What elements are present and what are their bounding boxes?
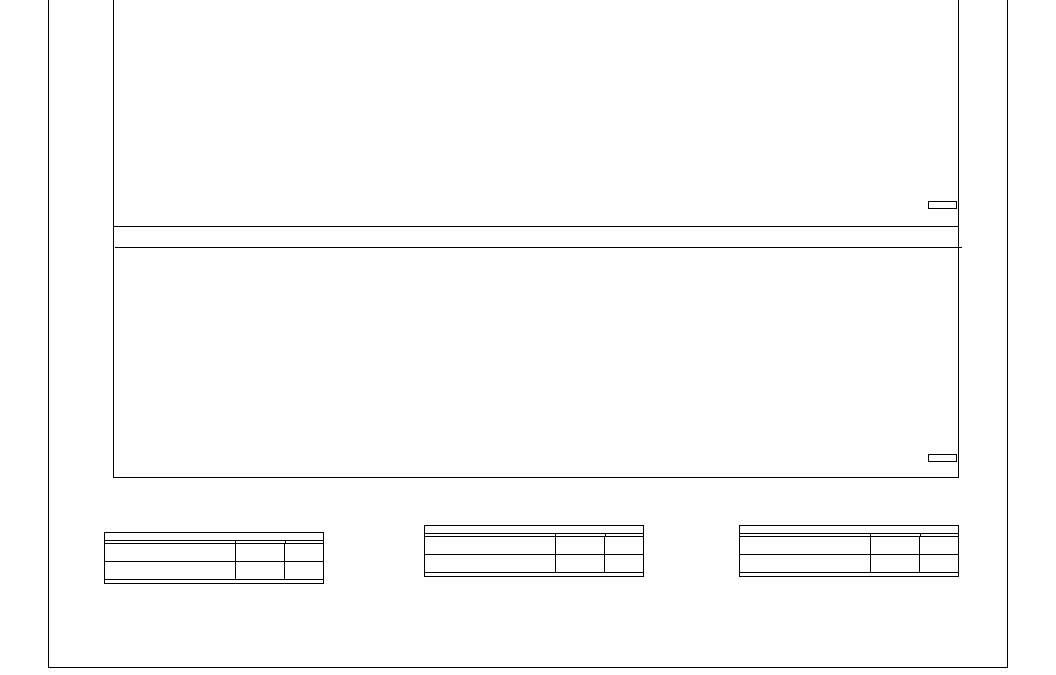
table-returns-regardless-of-direction <box>104 532 324 584</box>
orange-line-swatch-icon <box>121 236 148 238</box>
top-panel-source-box <box>928 201 957 209</box>
table-header-row <box>105 541 323 544</box>
buy-hold-footer <box>740 573 958 576</box>
table-row <box>105 544 323 562</box>
bottom-panel-legend <box>114 228 962 248</box>
green-line-swatch-icon <box>120 0 147 1</box>
table-usd-cesi-falling <box>739 525 959 577</box>
plot-border <box>113 0 959 478</box>
top-panel-legend <box>114 0 154 7</box>
x-axis-ticks <box>113 477 957 489</box>
table-grid <box>740 533 958 576</box>
table-header-row <box>740 534 958 537</box>
table-grid <box>105 540 323 583</box>
bottom-panel-source-box <box>928 454 957 462</box>
table-header-row <box>425 534 643 537</box>
buy-hold-footer <box>425 573 643 576</box>
table-grid <box>425 533 643 576</box>
table-row <box>425 555 643 573</box>
panel-separator-line <box>113 226 959 227</box>
table-row <box>740 537 958 555</box>
table-row <box>740 555 958 573</box>
table-usd-cesi-rising <box>424 525 644 577</box>
buy-hold-footer <box>105 580 323 583</box>
table-row <box>105 562 323 580</box>
table-row <box>425 537 643 555</box>
